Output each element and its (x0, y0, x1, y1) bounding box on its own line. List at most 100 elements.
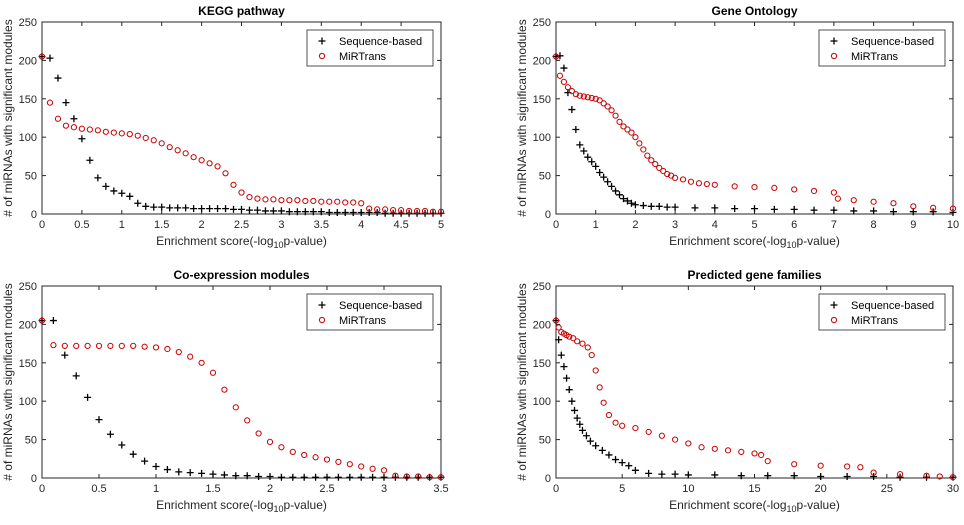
x-axis-label: Enrichment score(-log10p-value) (156, 498, 327, 514)
x-tick-label: 10 (682, 483, 694, 495)
data-point (380, 467, 388, 474)
data-point (579, 340, 586, 347)
data-point (102, 128, 109, 135)
legend-box (306, 293, 434, 331)
data-point (206, 160, 213, 167)
data-point (294, 197, 301, 204)
data-point (54, 74, 62, 82)
x-tick-label: 4.5 (393, 219, 408, 231)
data-point (190, 205, 198, 213)
data-point (70, 124, 78, 131)
legend: Sequence-based MiRTrans (306, 293, 434, 331)
x-tick-label: 7 (831, 219, 837, 231)
y-tick-label: 250 (533, 17, 551, 29)
data-point (565, 386, 573, 394)
data-point (72, 372, 80, 380)
x-tick-label: 6 (791, 219, 797, 231)
data-point (182, 150, 189, 157)
x-tick-label: 5 (438, 219, 444, 231)
data-point (645, 469, 653, 477)
data-point (791, 186, 798, 193)
data-point (764, 458, 771, 465)
data-point (323, 473, 331, 481)
data-point (639, 202, 647, 210)
data-point (261, 207, 269, 215)
series-sequence-based (38, 53, 445, 217)
data-point (857, 464, 864, 471)
chart-panel-2: Co-expression modules 0 0.5 1 1.5 2 2.5 3 3.5 0 50… (1, 268, 449, 514)
data-point (737, 472, 745, 480)
y-tick-label: 100 (19, 396, 37, 408)
data-point (598, 446, 606, 454)
data-point (870, 207, 878, 215)
data-point (277, 473, 285, 481)
data-point (78, 125, 86, 132)
y-tick-label: 0 (545, 209, 551, 221)
data-point (817, 472, 825, 480)
data-point (106, 430, 114, 438)
data-point (628, 129, 635, 136)
data-point (572, 126, 580, 134)
legend-label: MiRTrans (851, 315, 899, 327)
data-point (571, 406, 579, 414)
data-point (771, 184, 778, 191)
data-point (289, 448, 296, 455)
data-point (285, 208, 293, 216)
data-point (318, 198, 325, 205)
data-point (586, 437, 594, 445)
data-point (369, 473, 377, 481)
data-point (612, 419, 619, 426)
data-point (810, 187, 818, 195)
x-axis-label-suffix: p-value) (797, 234, 840, 248)
x-axis-label-prefix: Enrichment score(-log (156, 234, 273, 248)
series-mirtrans (38, 53, 445, 215)
y-tick-label: 200 (533, 55, 551, 67)
data-point (695, 180, 703, 187)
data-point (164, 345, 171, 353)
data-point (38, 53, 46, 60)
y-tick-label: 0 (31, 473, 37, 485)
data-point (850, 197, 857, 204)
data-point (62, 122, 70, 129)
data-point (158, 203, 166, 211)
y-axis-label: # of miRNAs with significant modules (515, 19, 529, 216)
x-tick-label: 2 (632, 219, 638, 231)
legend-box (818, 29, 946, 67)
data-point (46, 54, 54, 62)
data-point (238, 189, 245, 196)
data-point (95, 342, 103, 350)
data-point (266, 438, 274, 446)
data-point (158, 140, 165, 147)
chart-panel-3: Predicted gene families 0 5 10 15 20 25 30 0 50 10… (515, 268, 959, 514)
data-point (600, 399, 607, 406)
data-point (648, 157, 655, 164)
data-point (94, 174, 102, 182)
x-tick-label: 0.5 (74, 219, 89, 231)
data-point (604, 178, 612, 186)
data-point (358, 200, 365, 207)
data-point (293, 208, 301, 216)
series-sequence-based (552, 52, 957, 216)
data-point (684, 471, 692, 479)
data-point (679, 176, 687, 183)
data-point (357, 208, 365, 216)
data-point (61, 342, 68, 350)
legend-marker (830, 316, 838, 324)
x-tick-label: 8 (871, 219, 877, 231)
data-point (556, 72, 564, 79)
legend-label: Sequence-based (851, 300, 934, 312)
legend-marker (830, 52, 838, 60)
data-point (687, 178, 695, 185)
x-tick-label: 1.5 (205, 483, 220, 495)
data-point (95, 416, 103, 424)
legend-marker (318, 301, 326, 309)
data-point (312, 473, 320, 481)
data-point (625, 462, 633, 470)
data-point (405, 207, 413, 215)
data-point (142, 202, 150, 210)
x-tick-label: 5 (619, 483, 625, 495)
data-point (222, 170, 229, 177)
y-tick-label: 200 (19, 55, 37, 67)
data-point (245, 206, 253, 214)
data-point (685, 440, 692, 447)
